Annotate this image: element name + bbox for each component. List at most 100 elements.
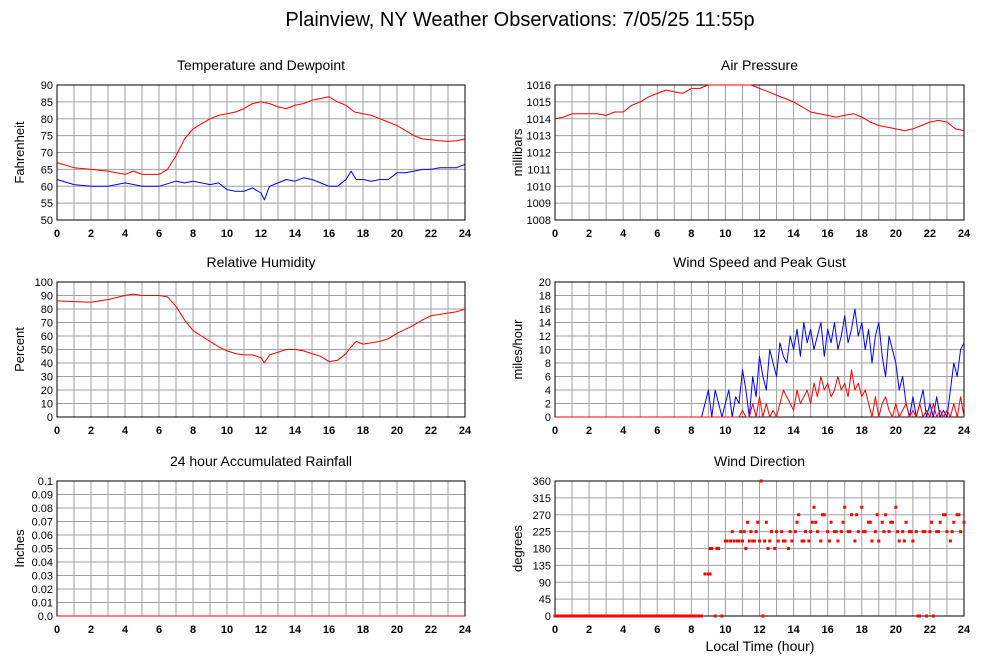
- direction-point: [628, 614, 632, 618]
- humidity-xtick-label: 0: [54, 425, 60, 437]
- temp-ytick-label: 50: [41, 215, 53, 227]
- pressure-ytick-label: 1009: [527, 198, 551, 210]
- direction-point: [793, 530, 797, 534]
- pressure-ytick-label: 1011: [527, 164, 551, 176]
- direction-ytick-label: 180: [533, 544, 551, 556]
- wind-xtick-label: 4: [620, 425, 627, 437]
- wind-xtick-label: 20: [890, 425, 902, 437]
- pressure-xtick-label: 12: [753, 228, 765, 240]
- direction-point: [834, 530, 838, 534]
- rain-title: 24 hour Accumulated Rainfall: [170, 453, 352, 469]
- direction-point: [870, 539, 874, 543]
- wind-series-line-1: [555, 369, 965, 418]
- direction-point: [589, 614, 593, 618]
- direction-point: [751, 539, 755, 543]
- pressure-ytick-label: 1014: [527, 114, 551, 126]
- direction-point: [821, 513, 825, 517]
- direction-point: [572, 614, 576, 618]
- direction-point: [562, 614, 566, 618]
- direction-point: [614, 614, 618, 618]
- direction-point: [662, 614, 666, 618]
- direction-point: [623, 614, 627, 618]
- rain-xtick-label: 16: [323, 624, 335, 636]
- direction-point: [717, 547, 721, 550]
- direction-point: [630, 614, 634, 618]
- direction-point: [884, 513, 888, 517]
- direction-point: [749, 530, 753, 534]
- direction-point: [592, 614, 596, 618]
- direction-ytick-label: 225: [533, 527, 551, 539]
- direction-point: [688, 614, 692, 618]
- pressure-xtick-label: 6: [654, 228, 660, 240]
- direction-point: [839, 530, 843, 534]
- direction-point: [708, 547, 712, 550]
- humidity-ytick-label: 30: [41, 372, 53, 384]
- humidity-ytick-label: 100: [35, 277, 53, 289]
- temp-title: Temperature and Dewpoint: [177, 57, 345, 73]
- pressure-xtick-label: 10: [719, 228, 731, 240]
- direction-point: [901, 530, 905, 534]
- direction-xtick-label: 0: [552, 624, 558, 636]
- direction-xtick-label: 20: [890, 624, 902, 636]
- humidity-xtick-label: 22: [425, 425, 437, 437]
- direction-frame: [554, 480, 965, 617]
- direction-ytick-label: 45: [539, 594, 551, 606]
- direction-point: [902, 539, 906, 543]
- humidity-ytick-label: 10: [41, 399, 53, 411]
- pressure-frame: [554, 84, 965, 221]
- direction-point: [684, 614, 688, 618]
- wind-xtick-label: 24: [958, 425, 971, 437]
- humidity-ytick-label: 90: [41, 291, 53, 303]
- wind-ytick-label: 8: [545, 358, 551, 370]
- direction-point: [775, 530, 779, 534]
- rain-ytick-label: 0.07: [32, 517, 53, 529]
- direction-point: [655, 614, 659, 618]
- temp-xtick-label: 18: [357, 228, 369, 240]
- humidity-xtick-label: 4: [122, 425, 129, 437]
- direction-point: [647, 614, 651, 618]
- direction-point: [744, 547, 748, 550]
- direction-point: [887, 530, 891, 534]
- pressure-series-line-0: [554, 84, 965, 132]
- humidity-xtick-label: 10: [221, 425, 233, 437]
- direction-point: [730, 530, 734, 534]
- humidity-xtick-label: 8: [190, 425, 196, 437]
- rain-xtick-label: 24: [459, 624, 472, 636]
- wind-xtick-label: 8: [688, 425, 694, 437]
- direction-point: [942, 513, 946, 517]
- temp-ytick-label: 90: [41, 80, 53, 92]
- temp-ytick-label: 60: [41, 181, 53, 193]
- direction-point: [815, 530, 819, 534]
- direction-point: [720, 614, 724, 618]
- direction-ytick-label: 0: [545, 611, 551, 623]
- direction-point: [679, 614, 683, 618]
- wind-ytick-label: 10: [539, 345, 551, 357]
- direction-point: [693, 614, 697, 618]
- direction-point: [681, 614, 685, 618]
- direction-point: [856, 530, 860, 534]
- direction-point: [945, 530, 949, 534]
- humidity-xtick-label: 20: [391, 425, 403, 437]
- direction-point: [747, 539, 751, 543]
- direction-point: [568, 614, 572, 618]
- temp-ytick-label: 55: [41, 198, 53, 210]
- direction-point: [875, 513, 879, 517]
- direction-point: [890, 520, 894, 524]
- rain-xtick-label: 4: [122, 624, 129, 636]
- direction-point: [809, 530, 813, 534]
- direction-point: [925, 614, 929, 618]
- direction-point: [650, 614, 654, 618]
- x-axis-label: Local Time (hour): [706, 638, 815, 654]
- direction-point: [853, 539, 857, 543]
- temp-ytick-label: 70: [41, 148, 53, 160]
- direction-point: [822, 513, 826, 517]
- rain-ytick-label: 0.02: [32, 584, 53, 596]
- pressure-xtick-label: 2: [586, 228, 592, 240]
- direction-point: [739, 530, 743, 534]
- temp-ylabel: Fahrenheit: [12, 121, 27, 184]
- direction-point: [896, 530, 900, 534]
- direction-point: [948, 539, 952, 543]
- wind-ylabel: miles/hour: [510, 319, 525, 380]
- rain-ytick-label: 0.01: [32, 598, 53, 610]
- direction-point: [660, 614, 664, 618]
